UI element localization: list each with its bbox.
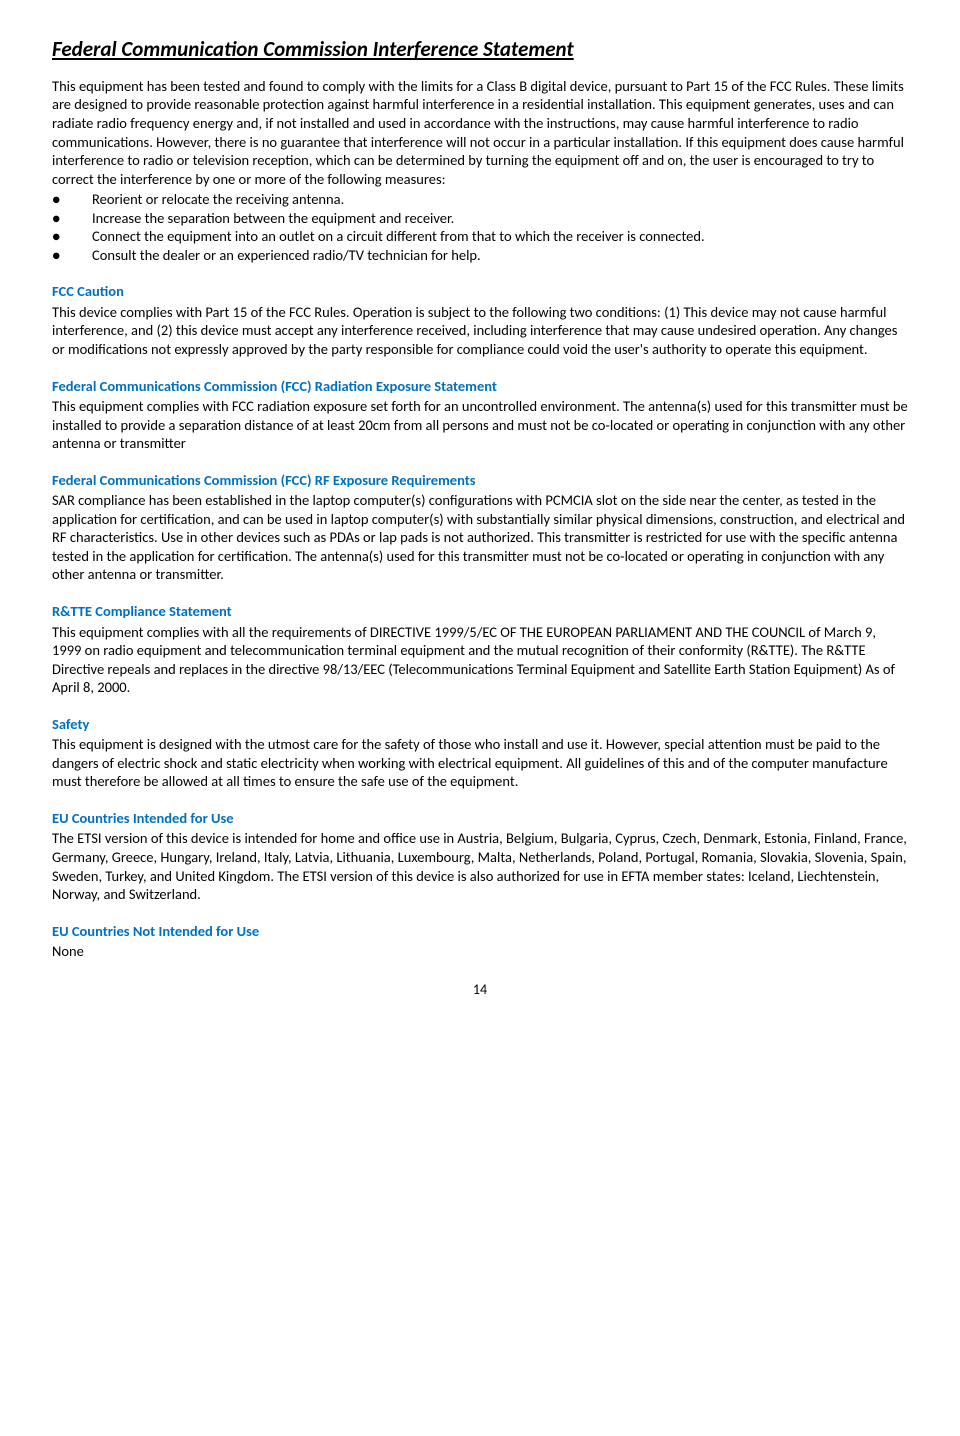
section-heading-eu-intended: EU Countries Intended for Use: [52, 809, 908, 828]
list-item: Consult the dealer or an experienced rad…: [52, 246, 908, 265]
section-body: The ETSI version of this device is inten…: [52, 829, 908, 903]
list-item: Increase the separation between the equi…: [52, 209, 908, 228]
section-body: This equipment is designed with the utmo…: [52, 735, 908, 791]
section-heading-safety: Safety: [52, 715, 908, 734]
measures-list: Reorient or relocate the receiving anten…: [52, 190, 908, 264]
page-number: 14: [52, 981, 908, 999]
section-heading-fcc-caution: FCC Caution: [52, 282, 908, 301]
section-body: This equipment complies with all the req…: [52, 623, 908, 697]
section-body: This device complies with Part 15 of the…: [52, 303, 908, 359]
list-item: Connect the equipment into an outlet on …: [52, 227, 908, 246]
section-heading-rf-exposure: Federal Communications Commission (FCC) …: [52, 471, 908, 490]
section-body: This equipment complies with FCC radiati…: [52, 397, 908, 453]
section-heading-radiation: Federal Communications Commission (FCC) …: [52, 377, 908, 396]
list-item: Reorient or relocate the receiving anten…: [52, 190, 908, 209]
section-heading-rtte: R&TTE Compliance Statement: [52, 602, 908, 621]
section-body: SAR compliance has been established in t…: [52, 491, 908, 584]
page-title: Federal Communication Commission Interfe…: [52, 36, 908, 63]
intro-paragraph: This equipment has been tested and found…: [52, 77, 908, 188]
section-body: None: [52, 942, 908, 961]
section-heading-eu-not-intended: EU Countries Not Intended for Use: [52, 922, 908, 941]
